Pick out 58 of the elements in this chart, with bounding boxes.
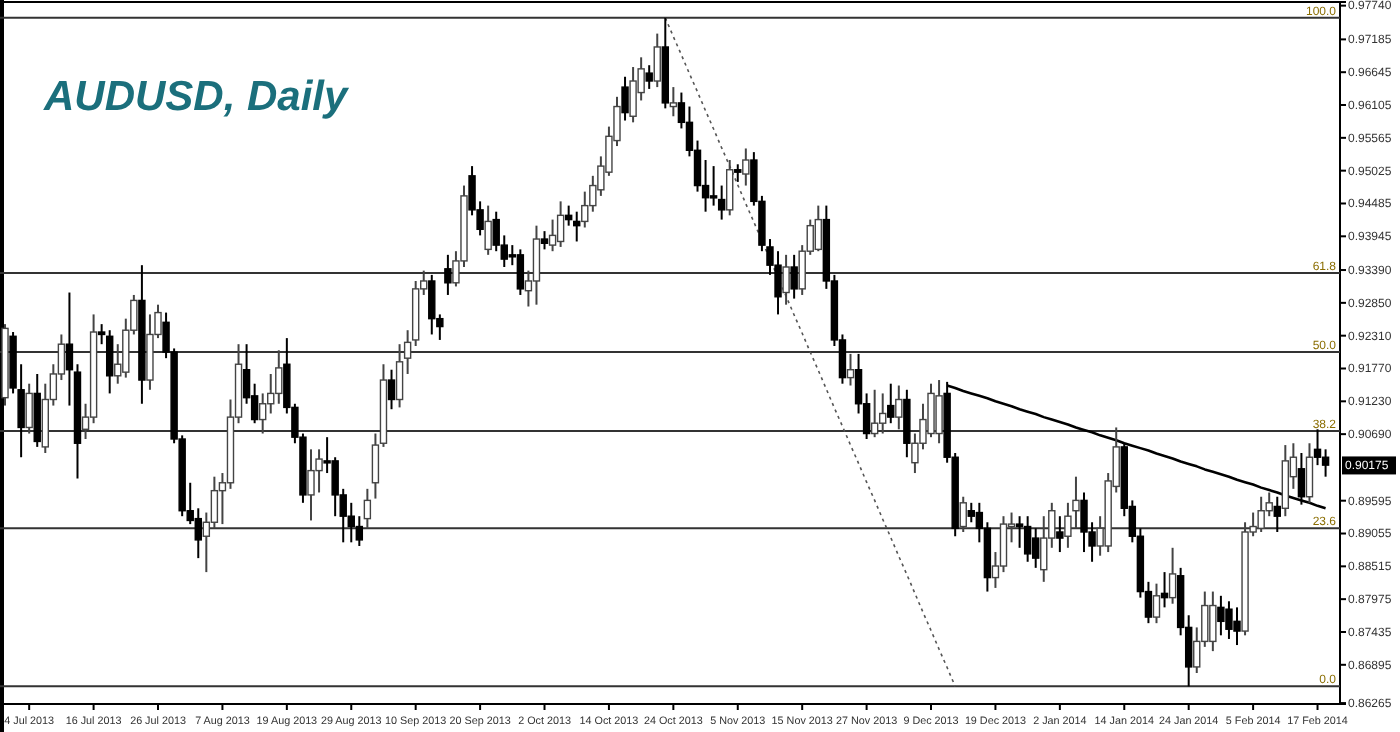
candlestick [887, 382, 895, 425]
candlestick [1040, 515, 1048, 583]
candlestick [1015, 515, 1024, 549]
candlestick [532, 224, 541, 306]
candlestick [870, 388, 879, 439]
candlestick [146, 313, 154, 391]
candlestick [782, 253, 790, 306]
text: AUDUSD, Daily [42, 74, 351, 120]
candlestick [1023, 515, 1032, 563]
candlestick [258, 392, 267, 435]
candlestick [669, 86, 678, 118]
candlestick [1080, 491, 1088, 554]
candlestick [653, 32, 661, 89]
candlestick [581, 190, 589, 229]
candlestick [395, 343, 404, 409]
candlestick [999, 515, 1008, 574]
candlestick [726, 159, 734, 217]
candlestick [621, 75, 629, 122]
candlestick [645, 64, 653, 90]
line-series [664, 17, 956, 688]
candlestick [194, 507, 202, 560]
candlestick [1305, 442, 1314, 504]
candlestick [275, 349, 283, 405]
candlestick [556, 200, 565, 248]
candlestick [878, 392, 887, 435]
candlestick [105, 329, 114, 395]
candlestick [307, 448, 315, 522]
candlestick [1313, 428, 1322, 467]
candlestick [444, 253, 452, 296]
candlestick [484, 204, 492, 256]
candlestick [709, 165, 718, 207]
candlestick [1209, 590, 1217, 653]
candlestick [814, 204, 823, 253]
candlestick [895, 384, 903, 431]
candlestick [1281, 444, 1290, 518]
candlestick [540, 230, 549, 251]
candlestick [387, 368, 396, 411]
candlestick [347, 501, 355, 544]
candlestick [1257, 495, 1265, 533]
candlestick [1233, 606, 1241, 647]
candlestick [846, 352, 855, 387]
candlestick [548, 218, 557, 253]
candlestick [1056, 515, 1064, 554]
candlestick [903, 388, 911, 459]
candlestick [1225, 600, 1233, 640]
candlestick [355, 515, 364, 547]
candlestick [25, 382, 33, 435]
candlestick [363, 487, 372, 530]
candlestick [516, 248, 525, 296]
candlestick [1217, 594, 1225, 637]
candlestick [742, 147, 750, 187]
candlestick [1168, 546, 1177, 605]
candlestick [428, 273, 436, 336]
candlestick [210, 475, 219, 530]
candlestick [790, 253, 798, 300]
candlestick [959, 495, 967, 533]
candlestick [935, 379, 943, 445]
candlestick [1152, 582, 1161, 625]
